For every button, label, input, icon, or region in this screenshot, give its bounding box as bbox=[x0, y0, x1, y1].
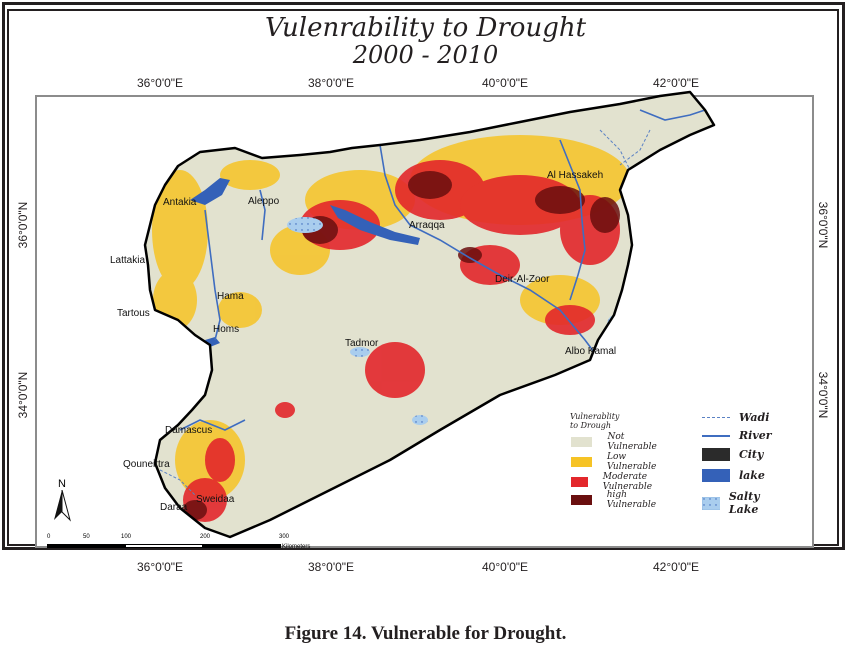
scale-unit: Kilometers bbox=[282, 544, 311, 550]
legend-item-wadi: Wadi bbox=[702, 411, 769, 424]
map-title: Vulenrability to Drought bbox=[264, 13, 587, 43]
city-label-daraa: Daraa bbox=[160, 502, 188, 513]
scale-segment bbox=[47, 544, 125, 548]
city-label-qouneittra: Qouneittra bbox=[123, 459, 170, 470]
legend-title: Vulnerablity to Drough bbox=[570, 412, 620, 430]
lake-swatch-icon bbox=[702, 469, 730, 482]
legend-item-lake: lake bbox=[702, 469, 765, 482]
north-arrow-icon bbox=[54, 489, 71, 522]
legend-item-moderate-vulnerable: Moderate Vulnerable bbox=[571, 472, 662, 492]
legend-item-high-vulnerable: high Vulnerable bbox=[571, 490, 662, 510]
scale-segment bbox=[203, 544, 281, 548]
lon-label-bottom-40: 40°0'0"E bbox=[482, 560, 529, 574]
legend-item-city: City bbox=[702, 448, 763, 461]
city-label-damascus: Damascus bbox=[165, 425, 213, 436]
city-label-antakia: Antakia bbox=[163, 197, 197, 208]
city-label-tadmor: Tadmor bbox=[345, 338, 379, 349]
legend-item-not-vulnerable: Not Vulnerable bbox=[571, 432, 662, 452]
city-label-tartous: Tartous bbox=[117, 308, 150, 319]
swatch-low-vulnerable bbox=[571, 457, 592, 467]
swatch-moderate-vulnerable bbox=[571, 477, 588, 487]
city-label-lattakia: Lattakia bbox=[110, 255, 146, 266]
river-line-icon bbox=[702, 434, 730, 437]
north-arrow: N bbox=[51, 478, 73, 527]
lon-label-bottom-42: 42°0'0"E bbox=[653, 560, 700, 574]
city-label-aleppo: Aleppo bbox=[248, 196, 280, 207]
figure-caption: Figure 14. Vulnerable for Drought. bbox=[284, 623, 567, 644]
lon-label-bottom-36: 36°0'0"E bbox=[137, 560, 184, 574]
city-label-homs: Homs bbox=[213, 324, 240, 335]
lon-label-bottom-38: 38°0'0"E bbox=[308, 560, 355, 574]
country-boundary bbox=[143, 90, 716, 539]
city-label-arraqqa: Arraqqa bbox=[409, 220, 445, 231]
city-label-hama: Hama bbox=[217, 291, 244, 302]
lon-label-top-38: 38°0'0"E bbox=[308, 76, 355, 90]
scale-segment bbox=[125, 544, 203, 548]
north-label: N bbox=[58, 478, 66, 490]
lon-label-top-36: 36°0'0"E bbox=[137, 76, 184, 90]
map-period: 2000 - 2010 bbox=[352, 41, 499, 69]
city-label-sweidaa: Sweidaa bbox=[196, 494, 235, 505]
legend-item-low-vulnerable: Low Vulnerable bbox=[571, 452, 662, 472]
swatch-high-vulnerable bbox=[571, 495, 592, 505]
legend-item-river: River bbox=[702, 429, 772, 442]
lon-label-top-40: 40°0'0"E bbox=[482, 76, 529, 90]
city-swatch-icon bbox=[702, 448, 730, 461]
outer-frame bbox=[2, 2, 845, 550]
swatch-not-vulnerable bbox=[571, 437, 593, 447]
wadi-line-icon bbox=[702, 417, 730, 418]
city-label-deir-al-zoor: Deir-Al-Zoor bbox=[495, 274, 550, 285]
salty-lake-swatch-icon bbox=[702, 496, 720, 510]
city-label-al-hassakeh: Al Hassakeh bbox=[547, 170, 604, 181]
legend-item-salty-lake: Salty Lake bbox=[702, 490, 770, 516]
city-label-albo-kamal: Albo Kamal bbox=[565, 346, 617, 357]
lon-label-top-42: 42°0'0"E bbox=[653, 76, 700, 90]
